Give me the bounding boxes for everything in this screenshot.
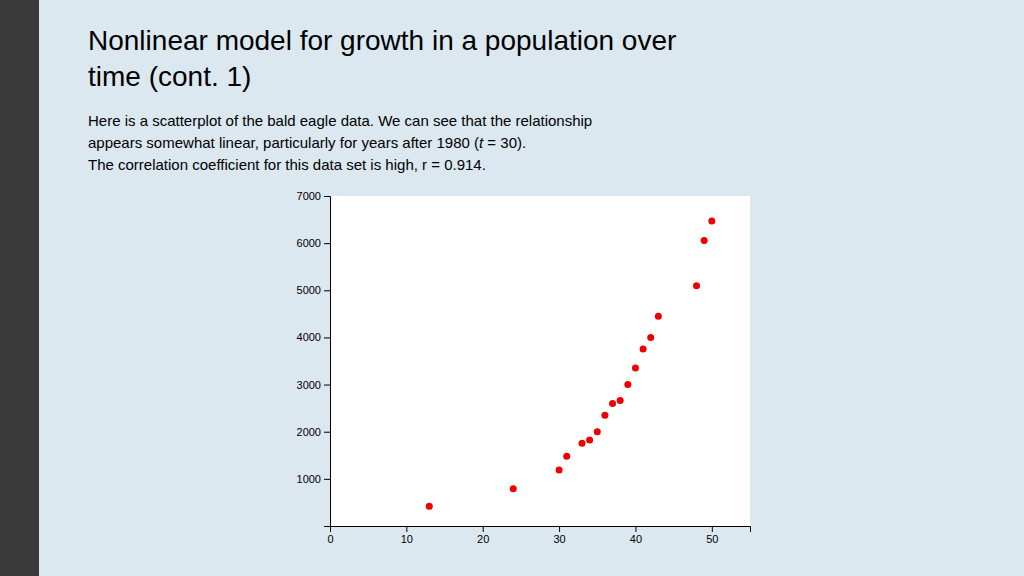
tick: 2000 xyxy=(297,426,330,438)
title: Nonlinear model for growth in a populati… xyxy=(88,25,676,56)
tick-label: 30 xyxy=(553,533,565,545)
point xyxy=(594,428,601,435)
tick-mark xyxy=(559,526,560,532)
point xyxy=(647,334,654,341)
tick-label: 0 xyxy=(327,533,333,545)
tick-label: 2000 xyxy=(297,426,321,438)
tick: 0 xyxy=(327,526,333,545)
point xyxy=(563,453,570,460)
point xyxy=(708,217,715,224)
tick-mark xyxy=(324,196,330,197)
point xyxy=(640,345,647,352)
point xyxy=(701,237,708,244)
tick-mark xyxy=(324,479,330,480)
point xyxy=(655,313,662,320)
tick-mark xyxy=(324,290,330,291)
tick-mark xyxy=(324,337,330,338)
tick-label: 6000 xyxy=(297,237,321,249)
x-axis: 0 10 20 30 40 50 xyxy=(327,526,750,545)
slide: Nonlinear model for growth in a populati… xyxy=(0,0,1024,576)
left-bar xyxy=(0,0,39,576)
tick-label: 4000 xyxy=(297,331,321,343)
tick: 5000 xyxy=(297,284,330,296)
tick-label: 20 xyxy=(477,533,489,545)
title: time (cont. 1) xyxy=(88,61,251,92)
background xyxy=(0,0,1024,576)
tick: 7000 xyxy=(297,190,330,202)
point xyxy=(624,381,631,388)
annotation-part: appears somewhat linear, particularly fo… xyxy=(88,134,479,151)
point xyxy=(609,400,616,407)
tick: 6000 xyxy=(297,237,330,249)
annotation: Here is a scatterplot of the bald eagle … xyxy=(88,112,592,129)
annotation-part: = 30). xyxy=(483,134,526,151)
tick: 1000 xyxy=(297,473,330,485)
point xyxy=(693,282,700,289)
tick-mark xyxy=(635,526,636,532)
tick-label: 5000 xyxy=(297,284,321,296)
tick-mark xyxy=(483,526,484,532)
annotation: The correlation coefficient for this dat… xyxy=(88,156,486,173)
tick-label: 7000 xyxy=(297,190,321,202)
point xyxy=(617,397,624,404)
tick: 10 xyxy=(401,526,413,545)
point xyxy=(586,436,593,443)
tick-label: 10 xyxy=(401,533,413,545)
tick: 3000 xyxy=(297,379,330,391)
point xyxy=(426,503,433,510)
point xyxy=(632,365,639,372)
plot: 0 10 20 30 40 50 1000 2000 3000 4000 5000 6000 7000 xyxy=(297,190,751,545)
point xyxy=(556,466,563,473)
y-axis: 1000 2000 3000 4000 5000 6000 7000 xyxy=(297,190,331,526)
tick-label: 40 xyxy=(630,533,642,545)
point xyxy=(601,412,608,419)
tick-label: 1000 xyxy=(297,473,321,485)
tick-label: 3000 xyxy=(297,379,321,391)
point xyxy=(579,440,586,447)
points xyxy=(426,217,716,509)
tick: 20 xyxy=(477,526,489,545)
point xyxy=(510,485,517,492)
tick: 50 xyxy=(706,526,718,545)
axis-line xyxy=(331,527,751,533)
tick-mark xyxy=(712,526,713,532)
annotation: appears somewhat linear, particularly fo… xyxy=(88,134,526,151)
axis-line xyxy=(324,197,331,527)
tick-mark xyxy=(324,385,330,386)
tick-mark xyxy=(324,243,330,244)
plot-background xyxy=(330,196,750,526)
tick-mark xyxy=(324,432,330,433)
tick: 4000 xyxy=(297,331,330,343)
tick: 30 xyxy=(553,526,565,545)
tick-label: 50 xyxy=(706,533,718,545)
tick: 40 xyxy=(630,526,642,545)
tick-mark xyxy=(406,526,407,532)
